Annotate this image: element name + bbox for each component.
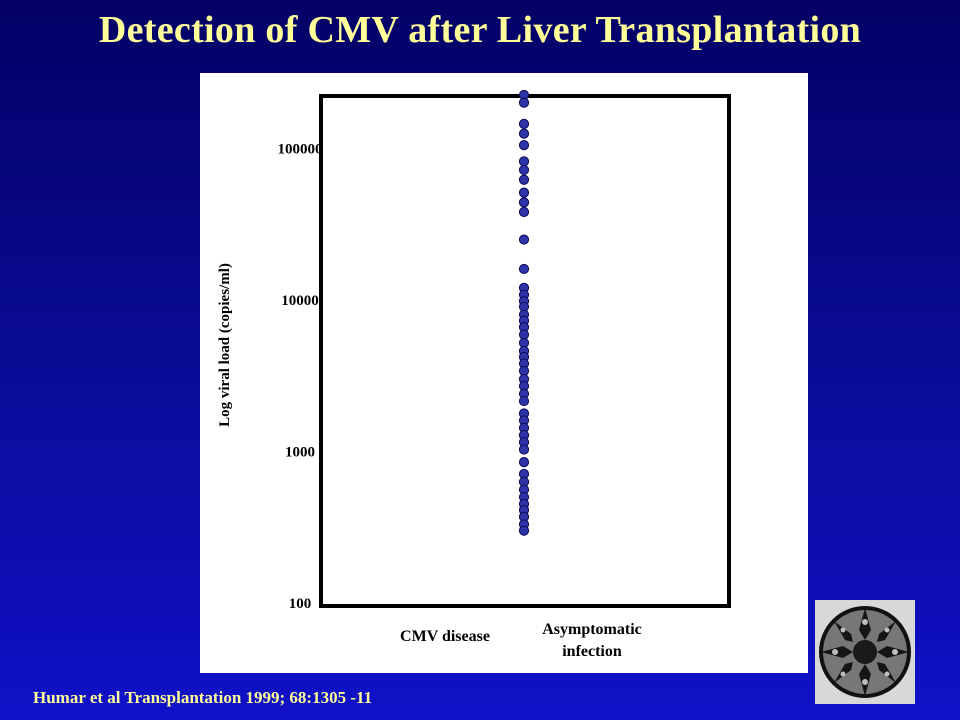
y-tick-label: 100000 [278, 141, 323, 157]
asymptomatic-dot [518, 395, 530, 407]
y-tick-label: 100 [289, 596, 312, 612]
asymptomatic-dot [518, 156, 530, 167]
asymptomatic-dot [518, 128, 530, 139]
asymptomatic-dot [518, 140, 530, 151]
asymptomatic-dot [518, 197, 530, 208]
y-ticks: 100000 10000 1000 100 [278, 141, 323, 612]
y-tick-label: 1000 [285, 444, 315, 460]
asymptomatic-dot [518, 118, 530, 129]
chart-panel: Log viral load (copies/ml) 100000 10000 10… [200, 73, 808, 673]
x-category-label: infection [562, 643, 622, 660]
asymptomatic-dot [518, 234, 530, 245]
y-axis-label: Log viral load (copies/ml) [217, 263, 233, 427]
asymptomatic-dot [518, 206, 530, 218]
x-category-label: CMV disease [400, 628, 490, 645]
asymptomatic-dot [518, 187, 530, 198]
slide-title: Detection of CMV after Liver Transplanta… [98, 9, 862, 51]
viral-load-chart: Log viral load (copies/ml) 1000001000010… [217, 89, 731, 660]
asymptomatic-dot [518, 174, 530, 185]
y-tick-label: 10000 [281, 293, 319, 309]
asymptomatic-dot [518, 97, 530, 108]
asymptomatic-dot [518, 164, 530, 176]
escher-circle-limit-woodcut-icon [815, 600, 915, 704]
asymptomatic-dot [518, 263, 530, 275]
asymptomatic-series [518, 89, 530, 536]
citation: Humar et al Transplantation 1999; 68:130… [33, 688, 373, 707]
asymptomatic-dot [518, 525, 530, 536]
asymptomatic-dot [518, 444, 530, 455]
asymptomatic-dot [518, 457, 530, 468]
x-category-labels: CMV disease Asymptomatic infection [400, 621, 642, 660]
x-category-label: Asymptomatic [542, 621, 642, 638]
